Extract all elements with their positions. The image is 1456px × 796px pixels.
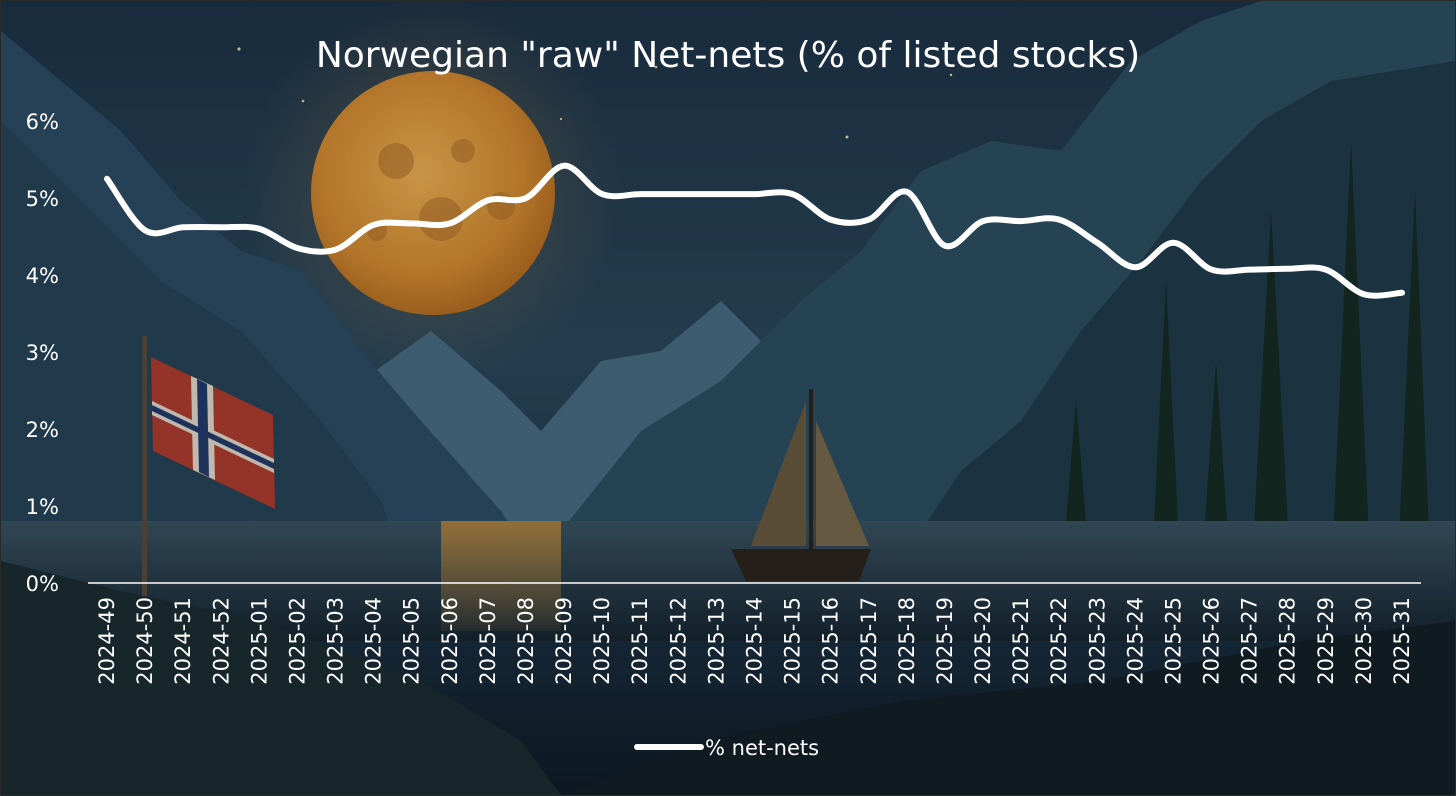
x-tick-label: 2025-04 xyxy=(362,597,386,685)
boat-hull xyxy=(731,549,871,581)
y-tick-label: 3% xyxy=(26,341,59,365)
x-tick-label: 2024-50 xyxy=(133,597,157,685)
x-tick-label: 2025-16 xyxy=(819,597,843,685)
boat-sail-front xyxy=(751,401,806,546)
x-tick-label: 2025-03 xyxy=(324,597,348,685)
y-tick-label: 4% xyxy=(26,264,59,288)
x-tick-label: 2025-07 xyxy=(476,597,500,685)
x-tick-label: 2025-08 xyxy=(514,597,538,685)
x-tick-label: 2025-01 xyxy=(247,597,271,685)
y-tick-label: 2% xyxy=(26,418,59,442)
x-tick-label: 2024-51 xyxy=(171,597,195,685)
x-tick-label: 2025-31 xyxy=(1390,597,1414,685)
x-tick-label: 2025-17 xyxy=(857,597,881,685)
y-tick-label: 6% xyxy=(26,110,59,134)
x-tick-label: 2025-19 xyxy=(933,597,957,685)
x-axis: 2024-49 2024-50 2024-51 2024-52 2025-01 2025-… xyxy=(95,597,1414,685)
foreground-water xyxy=(561,621,1455,795)
x-tick-label: 2025-25 xyxy=(1161,597,1185,685)
x-tick-label: 2025-26 xyxy=(1200,597,1224,685)
x-tick-label: 2024-49 xyxy=(95,597,119,685)
left-shore xyxy=(1,561,561,795)
x-tick-label: 2025-10 xyxy=(590,597,614,685)
y-tick-label: 0% xyxy=(26,572,59,596)
y-tick-label: 1% xyxy=(26,495,59,519)
flag-pole xyxy=(142,336,147,596)
x-tick-label: 2025-23 xyxy=(1085,597,1109,685)
x-tick-label: 2025-06 xyxy=(438,597,462,685)
y-axis: 0% 1% 2% 3% 4% 5% 6% xyxy=(26,110,59,596)
y-tick-label: 5% xyxy=(26,187,59,211)
right-mountains-near xyxy=(901,61,1455,561)
series-line-net-nets xyxy=(104,162,1405,299)
x-tick-label: 2025-27 xyxy=(1238,597,1262,685)
boat-mast xyxy=(809,389,813,551)
x-tick-label: 2025-11 xyxy=(628,597,652,685)
x-tick-label: 2025-21 xyxy=(1009,597,1033,685)
legend: % net-nets xyxy=(634,736,819,760)
x-tick-label: 2025-20 xyxy=(971,597,995,685)
x-tick-label: 2024-52 xyxy=(209,597,233,685)
series-layer xyxy=(104,162,1405,299)
norwegian-flag xyxy=(142,336,275,596)
left-mountains-near xyxy=(1,121,401,561)
chart-title: Norwegian "raw" Net-nets (% of listed st… xyxy=(316,35,1140,76)
sailboat xyxy=(731,389,871,581)
x-tick-label: 2025-22 xyxy=(1047,597,1071,685)
x-tick-label: 2025-24 xyxy=(1123,597,1147,685)
boat-sail-back xyxy=(816,421,869,546)
x-tick-label: 2025-28 xyxy=(1276,597,1300,685)
x-tick-label: 2025-18 xyxy=(895,597,919,685)
moon xyxy=(311,71,555,315)
x-tick-label: 2025-15 xyxy=(781,597,805,685)
x-tick-label: 2025-29 xyxy=(1314,597,1338,685)
x-tick-label: 2025-09 xyxy=(552,597,576,685)
x-tick-label: 2025-13 xyxy=(704,597,728,685)
x-tick-label: 2025-05 xyxy=(400,597,424,685)
x-tick-label: 2025-14 xyxy=(743,597,767,685)
x-tick-label: 2025-30 xyxy=(1352,597,1376,685)
x-tick-label: 2025-12 xyxy=(666,597,690,685)
legend-label: % net-nets xyxy=(705,736,819,760)
moon-reflection xyxy=(441,521,561,631)
x-tick-label: 2025-02 xyxy=(285,597,309,685)
